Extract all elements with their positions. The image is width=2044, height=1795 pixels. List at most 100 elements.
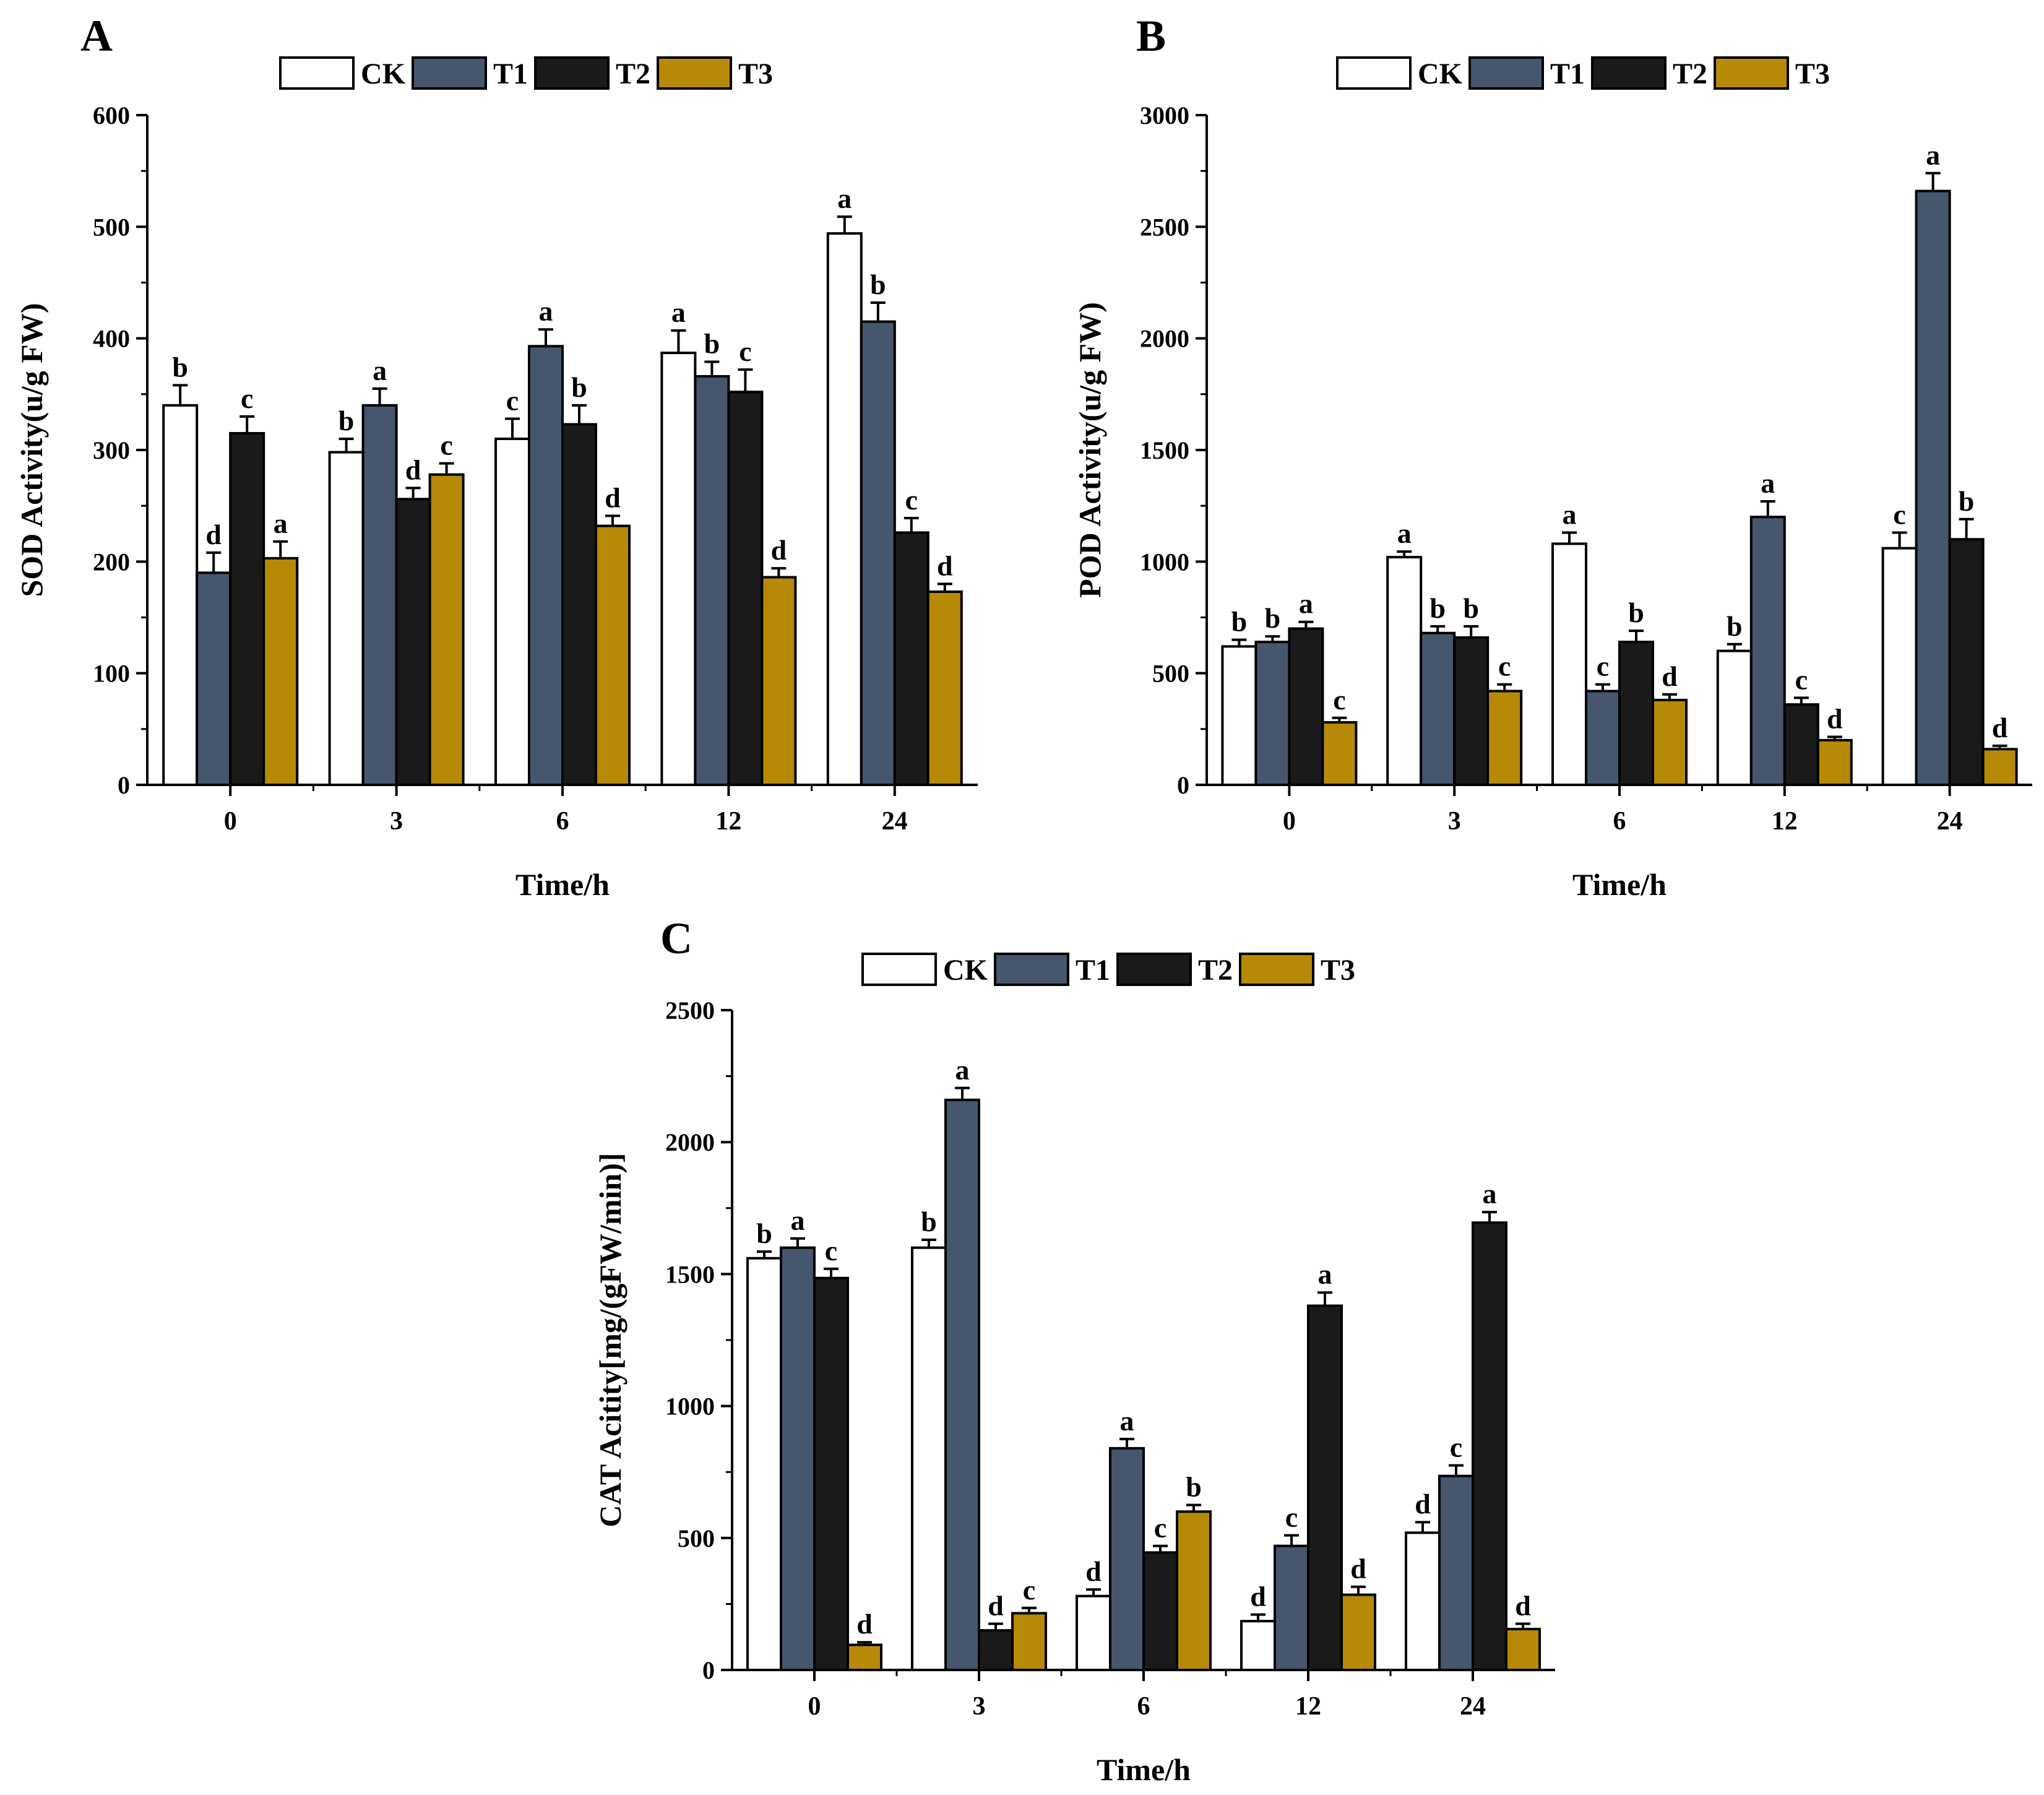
panel-b-legend-label-t2: T2 [1673,58,1707,90]
panel-a-significance-letter: c [506,385,519,417]
panel-a-significance-letter: b [339,405,355,436]
panel-a-significance-letter: d [771,534,787,566]
panel-c-x-tick-label: 12 [1295,1692,1321,1721]
panel-a-y-tick-label: 500 [93,213,130,241]
panel-c-bar-t2-24 [1472,1221,1507,1671]
panel-a-bar-t1-6 [528,345,564,786]
panel-c-legend-swatch-t2 [1116,953,1192,986]
panel-a-bar-t2-24 [893,531,929,786]
panel-b-significance-letter: c [1893,498,1905,530]
panel-b-y-tick-label: 3000 [1140,102,1189,129]
panel-c-significance-letter: b [756,1218,772,1249]
panel-b-y-tick-label: 2000 [1140,325,1189,353]
panel-c-y-tick-label: 500 [678,1525,715,1552]
panel-b-bar-t2-6 [1618,641,1654,786]
panel-c-significance-letter: a [1120,1405,1134,1437]
panel-a-significance-letter: d [405,454,421,485]
panel-b-bar-t2-0 [1288,627,1324,786]
panel-c-legend-label-t1: T1 [1076,954,1110,987]
panel-c-x-tick-label: 24 [1460,1692,1486,1721]
panel-c-significance-letter: d [1415,1488,1431,1520]
panel-a-x-axis-title: Time/h [515,867,610,902]
panel-b-legend-swatch-t3 [1714,56,1790,90]
panel-a-bar-t2-3 [395,498,431,786]
panel-b-significance-letter: b [1265,602,1281,634]
panel-a-bar-t2-0 [229,431,265,786]
panel-b-significance-letter: c [1333,684,1345,716]
panel-a-y-tick-label: 600 [93,102,130,129]
panel-a-bar-t3-12 [761,576,797,787]
panel-a-legend-label-ck: CK [361,58,405,90]
panel-a-significance-letter: b [704,328,720,360]
panel-b-bar-ck-3 [1386,556,1423,786]
panel-a-legend-label-t1: T1 [493,58,528,90]
panel-c-significance-letter: c [825,1235,837,1266]
panel-c-legend-swatch-t3 [1239,953,1315,986]
panel-b-significance-letter: d [1992,712,2008,743]
panel-a-legend-label-t2: T2 [616,58,650,90]
panel-c-bar-t3-12 [1340,1593,1376,1672]
panel-b-bar-ck-12 [1716,649,1753,786]
panel-c-bar-t1-6 [1109,1447,1145,1671]
panel-a-bar-t1-24 [860,320,896,786]
panel-c-significance-letter: c [1285,1502,1298,1533]
panel-a-bar-t3-3 [428,473,465,786]
panel-c-significance-letter: b [921,1206,937,1237]
panel-a-bar-t3-24 [926,590,963,786]
panel-b-significance-letter: b [1628,597,1644,628]
panel-c-bar-t2-3 [978,1629,1014,1672]
panel-c-significance-letter: d [856,1608,873,1640]
panel-a-bar-ck-0 [162,404,199,786]
panel-c-legend: CK T1 T2 T3 [861,953,1355,987]
panel-a-y-tick-label: 300 [93,436,130,464]
panel-a-significance-letter: b [172,351,188,383]
panel-c-significance-letter: a [955,1054,970,1086]
panel-b-x-tick-label: 6 [1613,807,1626,836]
panel-c-significance-letter: a [791,1205,805,1236]
panel-b-bar-t3-0 [1321,721,1358,786]
panel-c-significance-letter: d [1350,1553,1366,1585]
panel-a-legend-swatch-t2 [534,56,610,90]
panel-c-bar-ck-12 [1240,1620,1276,1671]
panel-c-bar-t3-3 [1011,1612,1047,1671]
panel-b-significance-letter: b [1430,592,1446,624]
panel-c-x-axis-title: Time/h [1097,1752,1191,1787]
panel-b-significance-letter: a [1926,139,1940,171]
panel-a-bar-ck-6 [494,437,530,786]
panel-c-bar-t1-0 [780,1246,816,1671]
panel-a-legend-swatch-t3 [657,56,733,90]
panel-a-significance-letter: c [440,430,452,461]
panel-b-significance-letter: d [1662,660,1678,692]
panel-c-y-tick-label: 0 [702,1656,715,1684]
panel-b-bar-t1-6 [1585,690,1621,787]
panel-c-bar-ck-3 [911,1246,947,1671]
panel-b-bar-t3-6 [1652,698,1688,786]
panel-b-bar-t1-3 [1420,631,1456,786]
panel-a-significance-letter: d [205,519,222,550]
panel-c-bar-ck-0 [746,1256,782,1672]
panel-c-significance-letter: c [1154,1512,1166,1544]
panel-a-significance-letter: d [605,482,621,513]
panel-b-y-tick-label: 500 [1152,660,1189,688]
panel-a-significance-letter: b [571,371,587,403]
panel-c-bar-t3-6 [1176,1510,1212,1671]
panel-b-legend-label-ck: CK [1418,58,1462,90]
panel-a-bar-ck-24 [826,232,863,786]
panel-b-bar-ck-6 [1551,542,1587,786]
panel-c-y-tick-label: 2500 [665,997,715,1024]
panel-c-significance-letter: a [1318,1258,1332,1290]
panel-a-legend: CK T1 T2 T3 [279,56,773,90]
panel-c-significance-letter: a [1483,1178,1497,1209]
panel-c-bar-ck-24 [1405,1531,1441,1671]
panel-b-significance-letter: a [1397,517,1412,549]
panel-b-bar-t2-12 [1783,703,1819,787]
panel-b-legend-swatch-ck [1336,56,1412,90]
panel-c-bar-t2-12 [1307,1304,1343,1672]
panel-b-significance-letter: a [1563,498,1577,530]
panel-a-bar-t2-12 [727,391,764,786]
panel-b-bar-t3-24 [1981,748,2018,786]
panel-b-bar-t2-3 [1453,636,1490,786]
panel-a-bar-ck-3 [328,451,364,786]
